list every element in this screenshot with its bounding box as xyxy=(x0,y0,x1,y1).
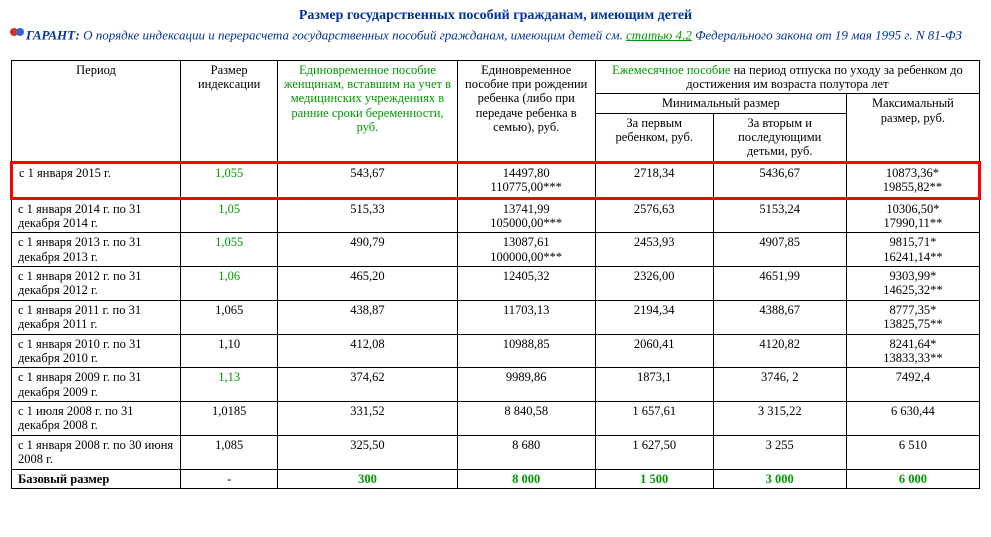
table-cell: 2576,63 xyxy=(595,198,713,233)
table-cell: 8 000 xyxy=(457,469,595,488)
table-cell: 5153,24 xyxy=(713,198,846,233)
article-link[interactable]: статью 4.2 xyxy=(626,27,692,42)
table-cell: - xyxy=(181,469,278,488)
table-cell: 8241,64*13833,33** xyxy=(846,334,979,368)
table-cell: 9989,86 xyxy=(457,368,595,402)
benefits-table: Период Размер индексации Единовременное … xyxy=(10,60,981,489)
table-cell: 1,055 xyxy=(181,233,278,267)
table-row: с 1 июля 2008 г. по 31 декабря 2008 г.1,… xyxy=(12,402,980,436)
table-cell: с 1 января 2010 г. по 31 декабря 2010 г. xyxy=(12,334,181,368)
table-cell: 374,62 xyxy=(278,368,457,402)
table-cell: 4651,99 xyxy=(713,267,846,301)
table-row: с 1 января 2011 г. по 31 декабря 2011 г.… xyxy=(12,300,980,334)
table-cell: 2718,34 xyxy=(595,162,713,198)
th-onetime-birth: Единовременное пособие при рождении ребе… xyxy=(457,60,595,162)
table-cell: 412,08 xyxy=(278,334,457,368)
table-cell: 10873,36*19855,82** xyxy=(846,162,979,198)
table-cell: 1873,1 xyxy=(595,368,713,402)
table-row: с 1 января 2014 г. по 31 декабря 2014 г.… xyxy=(12,198,980,233)
table-cell: 490,79 xyxy=(278,233,457,267)
table-cell: с 1 января 2014 г. по 31 декабря 2014 г. xyxy=(12,198,181,233)
table-cell: 12405,32 xyxy=(457,267,595,301)
table-cell: 2453,93 xyxy=(595,233,713,267)
table-cell: 3 255 xyxy=(713,435,846,469)
table-cell: с 1 января 2009 г. по 31 декабря 2009 г. xyxy=(12,368,181,402)
table-cell: 300 xyxy=(278,469,457,488)
subtitle-text2: Федерального закона от 19 мая 1995 г. N … xyxy=(692,27,962,42)
subtitle-text1: О порядке индексации и перерасчета госуд… xyxy=(80,27,626,42)
garant-prefix: ГАРАНТ: xyxy=(26,27,80,42)
table-cell: 515,33 xyxy=(278,198,457,233)
table-cell: 3 315,22 xyxy=(713,402,846,436)
table-cell: 1 627,50 xyxy=(595,435,713,469)
table-cell: с 1 января 2013 г. по 31 декабря 2013 г. xyxy=(12,233,181,267)
table-row: с 1 января 2009 г. по 31 декабря 2009 г.… xyxy=(12,368,980,402)
table-row: с 1 января 2012 г. по 31 декабря 2012 г.… xyxy=(12,267,980,301)
th-period: Период xyxy=(12,60,181,162)
table-cell: 9815,71*16241,14** xyxy=(846,233,979,267)
table-cell: 10306,50*17990,11** xyxy=(846,198,979,233)
table-cell: 1,055 xyxy=(181,162,278,198)
table-cell: 1,085 xyxy=(181,435,278,469)
table-cell: 438,87 xyxy=(278,300,457,334)
table-cell: с 1 января 2008 г. по 30 июня 2008 г. xyxy=(12,435,181,469)
table-body: с 1 января 2015 г.1,055543,6714497,80110… xyxy=(12,162,980,488)
table-cell: с 1 января 2012 г. по 31 декабря 2012 г. xyxy=(12,267,181,301)
table-cell: 1,13 xyxy=(181,368,278,402)
th-monthly-top-green: Ежемесячное пособие xyxy=(612,63,730,77)
table-cell: 465,20 xyxy=(278,267,457,301)
table-cell: 7492,4 xyxy=(846,368,979,402)
table-cell: 1 657,61 xyxy=(595,402,713,436)
table-cell: 4907,85 xyxy=(713,233,846,267)
table-cell: 8 840,58 xyxy=(457,402,595,436)
table-cell: с 1 января 2011 г. по 31 декабря 2011 г. xyxy=(12,300,181,334)
table-cell: 1,065 xyxy=(181,300,278,334)
table-cell: 5436,67 xyxy=(713,162,846,198)
table-cell: 13087,61100000,00*** xyxy=(457,233,595,267)
table-cell: 543,67 xyxy=(278,162,457,198)
th-min-size: Минимальный размер xyxy=(595,94,846,113)
table-cell: 6 000 xyxy=(846,469,979,488)
table-cell: 6 510 xyxy=(846,435,979,469)
table-cell: 325,50 xyxy=(278,435,457,469)
table-cell: 10988,85 xyxy=(457,334,595,368)
table-cell: 1,05 xyxy=(181,198,278,233)
table-cell: с 1 января 2015 г. xyxy=(12,162,181,198)
table-row: с 1 января 2008 г. по 30 июня 2008 г.1,0… xyxy=(12,435,980,469)
table-cell: 14497,80110775,00*** xyxy=(457,162,595,198)
table-cell: 13741,99105000,00*** xyxy=(457,198,595,233)
table-cell: 8 680 xyxy=(457,435,595,469)
table-cell: 2326,00 xyxy=(595,267,713,301)
table-cell: 9303,99*14625,32** xyxy=(846,267,979,301)
subtitle-block: ГАРАНТ: О порядке индексации и перерасче… xyxy=(10,26,981,44)
page-title: Размер государственных пособий гражданам… xyxy=(10,8,981,24)
base-row: Базовый размер-3008 0001 5003 0006 000 xyxy=(12,469,980,488)
table-cell: 1,10 xyxy=(181,334,278,368)
table-row: с 1 января 2013 г. по 31 декабря 2013 г.… xyxy=(12,233,980,267)
table-cell: 6 630,44 xyxy=(846,402,979,436)
table-cell: 4120,82 xyxy=(713,334,846,368)
table-cell: 1,06 xyxy=(181,267,278,301)
table-cell: 331,52 xyxy=(278,402,457,436)
th-monthly-top: Ежемесячное пособие на период отпуска по… xyxy=(595,60,979,94)
table-cell: 4388,67 xyxy=(713,300,846,334)
table-cell: 11703,13 xyxy=(457,300,595,334)
th-max-size: Максимальный размер, руб. xyxy=(846,94,979,163)
table-cell: с 1 июля 2008 г. по 31 декабря 2008 г. xyxy=(12,402,181,436)
table-cell: 2194,34 xyxy=(595,300,713,334)
table-row: с 1 января 2015 г.1,055543,6714497,80110… xyxy=(12,162,980,198)
th-onetime-women: Единовременное пособие женщинам, вставши… xyxy=(278,60,457,162)
table-cell: 3 000 xyxy=(713,469,846,488)
table-cell: 8777,35*13825,75** xyxy=(846,300,979,334)
th-first-child: За первым ребенком, руб. xyxy=(595,113,713,162)
table-cell: 1,0185 xyxy=(181,402,278,436)
table-row: с 1 января 2010 г. по 31 декабря 2010 г.… xyxy=(12,334,980,368)
table-cell: 1 500 xyxy=(595,469,713,488)
table-cell: 2060,41 xyxy=(595,334,713,368)
th-index: Размер индексации xyxy=(181,60,278,162)
th-second-child: За вторым и последующими детьми, руб. xyxy=(713,113,846,162)
table-cell: Базовый размер xyxy=(12,469,181,488)
table-cell: 3746, 2 xyxy=(713,368,846,402)
garant-icon xyxy=(10,26,24,42)
